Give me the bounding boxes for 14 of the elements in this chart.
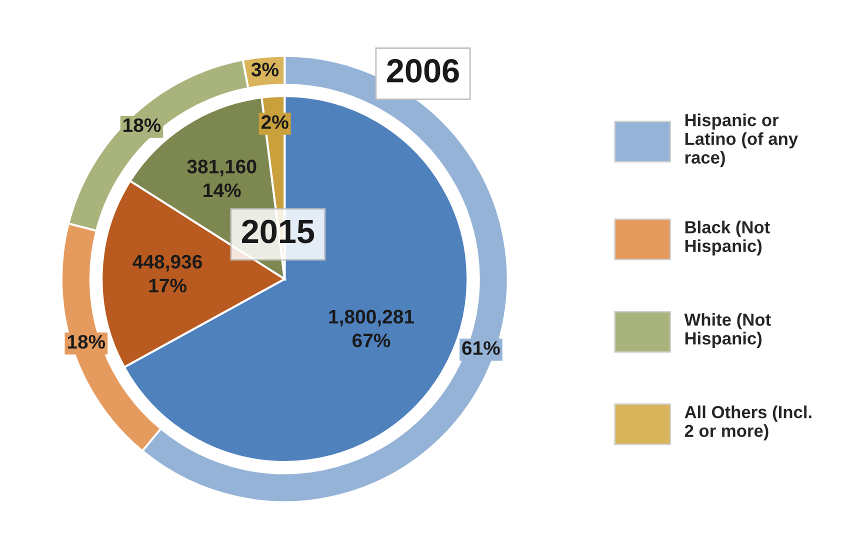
legend-label: All Others (Incl. 2 or more) — [684, 406, 812, 440]
data-label: 1,800,281 67% — [329, 310, 414, 348]
data-label: 3% — [251, 62, 279, 76]
legend-label: Black (Not Hispanic) — [685, 220, 770, 256]
data-label: 2% — [261, 115, 288, 129]
data-label: 61% — [462, 341, 500, 355]
legend-label: Hispanic or Latino (of any race) — [685, 114, 798, 168]
data-label: 448,936 17% — [132, 254, 202, 292]
slice-label: 2015 — [242, 220, 314, 244]
slice-label: 2006 — [387, 59, 459, 83]
legend-label: White (Not Hispanic) — [684, 313, 771, 348]
data-label: 381,160 14% — [187, 160, 256, 198]
data-label: 18% — [124, 118, 161, 132]
data-label: 18% — [68, 334, 106, 349]
